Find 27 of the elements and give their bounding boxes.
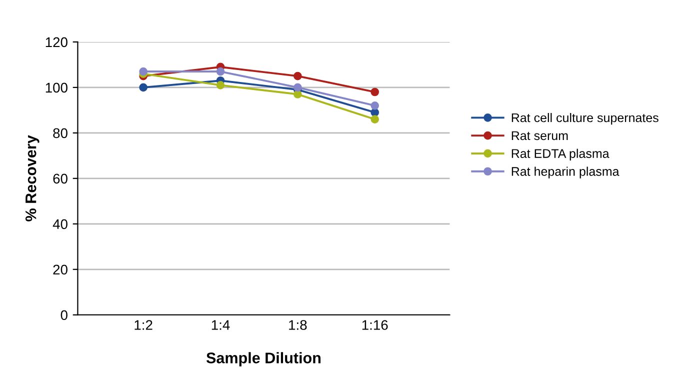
- y-tick-label: 0: [60, 310, 68, 320]
- x-tick-label: 1:4: [212, 320, 230, 330]
- point: [370, 88, 380, 96]
- point: [294, 83, 302, 92]
- x-tick-label: 1:8: [289, 320, 307, 330]
- y-tick-label: 80: [53, 128, 68, 138]
- y-axis-title: % Recovery: [25, 135, 40, 222]
- x-tick-label: 1:2: [134, 320, 152, 330]
- point: [294, 90, 302, 98]
- x-tick-label: 1:16: [362, 320, 388, 330]
- y-tick-label: 20: [53, 264, 68, 275]
- point: [216, 81, 225, 90]
- legend-label: Rat heparin plasma: [512, 166, 620, 178]
- point: [139, 83, 148, 92]
- x-axis-title: Sample Dilution: [206, 352, 320, 366]
- point: [294, 72, 302, 80]
- y-tick-label: 120: [46, 37, 68, 48]
- point: [139, 67, 148, 76]
- point: [216, 67, 225, 76]
- y-tick-label: 100: [46, 82, 68, 93]
- legend-label: Rat serum: [512, 131, 568, 140]
- point: [370, 101, 380, 110]
- y-tick-label: 40: [52, 219, 68, 230]
- point: [370, 115, 380, 124]
- legend-label: Rat EDTA plasma: [512, 148, 610, 160]
- legend-label: Rat cell culture supernates: [512, 112, 658, 125]
- y-tick-label: 60: [53, 174, 68, 184]
